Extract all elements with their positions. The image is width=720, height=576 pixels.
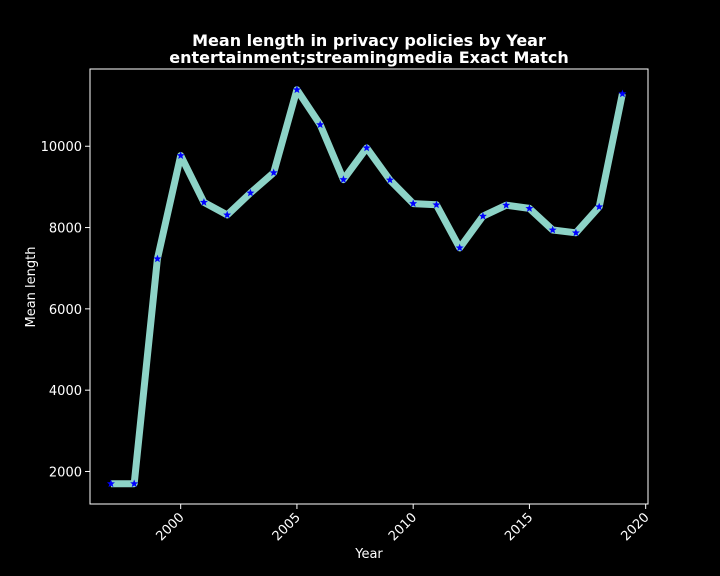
y-tick-label: 10000 — [41, 140, 82, 155]
plot-area — [89, 68, 649, 505]
data-point-marker — [223, 210, 232, 219]
plot-frame — [89, 68, 649, 505]
data-point-marker — [432, 200, 441, 209]
data-point-marker — [571, 228, 580, 237]
y-tick-label: 8000 — [49, 222, 82, 237]
y-tick-label: 6000 — [49, 303, 82, 318]
data-point-marker — [525, 204, 534, 212]
data-point-marker — [176, 151, 185, 159]
data-point-marker — [478, 211, 487, 220]
data-point-marker — [455, 243, 464, 252]
chart-title: Mean length in privacy policies by Year — [192, 31, 546, 50]
chart-subtitle: entertainment;streamingmedia Exact Match — [169, 48, 568, 67]
y-tick-label: 4000 — [49, 384, 82, 399]
data-point-marker — [385, 175, 394, 184]
data-point-marker — [153, 254, 162, 263]
data-point-marker — [362, 143, 371, 152]
data-point-marker — [292, 85, 301, 94]
y-axis-label: Mean length — [24, 247, 39, 328]
data-point-marker — [130, 479, 139, 488]
data-point-marker — [106, 479, 115, 488]
data-point-marker — [246, 188, 255, 197]
data-point-marker — [199, 198, 208, 206]
data-point-marker — [269, 168, 278, 177]
y-tick-label: 2000 — [49, 465, 82, 480]
data-point-marker — [548, 225, 557, 234]
series-group — [106, 85, 627, 488]
data-point-marker — [595, 202, 604, 211]
y-axis: 2000 4000 6000 8000 10000 — [41, 140, 90, 480]
data-point-marker — [502, 200, 511, 209]
data-point-marker — [316, 120, 325, 129]
data-point-marker — [409, 199, 418, 207]
x-axis-label: Year — [354, 547, 383, 562]
data-point-marker — [618, 89, 627, 98]
data-point-marker — [339, 175, 348, 183]
